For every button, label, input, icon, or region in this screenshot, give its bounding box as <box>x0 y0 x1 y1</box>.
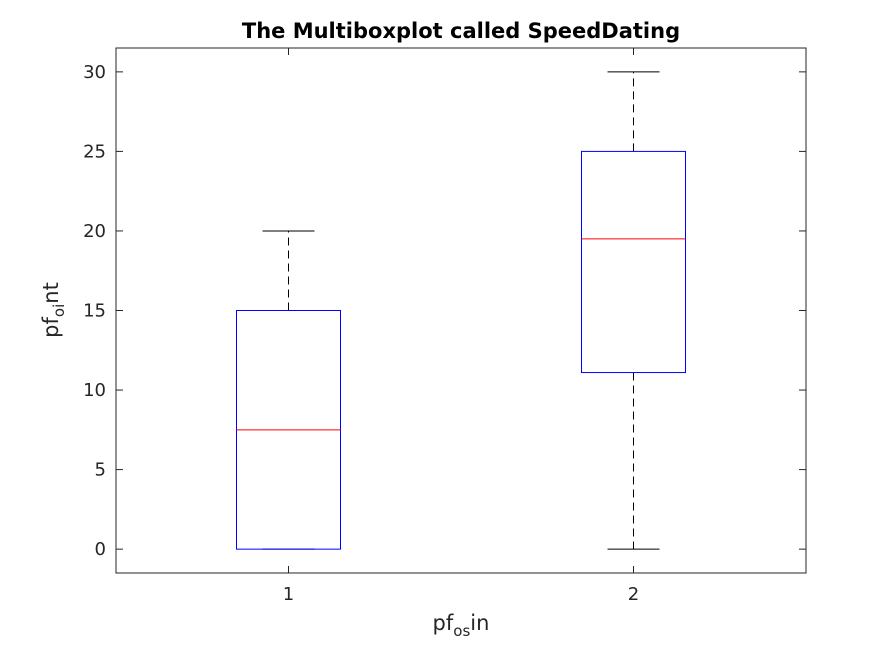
y-axis: 0 5 10 15 20 25 30 <box>83 62 806 560</box>
y-axis-label-sub: oi <box>50 304 68 317</box>
y-tick-label: 30 <box>83 62 106 83</box>
y-axis-label: pfoint <box>39 282 68 338</box>
boxes-layer <box>236 71 686 550</box>
y-tick-label: 20 <box>83 221 106 242</box>
y-tick-label: 15 <box>83 301 106 322</box>
box-iqr <box>581 150 686 374</box>
y-tick-label: 25 <box>83 141 106 162</box>
x-axis-label-rest: in <box>470 611 489 635</box>
x-axis-label-sub: os <box>453 622 470 640</box>
x-axis-label: pfosin <box>433 611 490 640</box>
plot-area <box>115 47 807 574</box>
y-axis-label-base: pf <box>39 316 63 337</box>
x-axis-label-base: pf <box>433 611 454 635</box>
y-tick-label: 10 <box>83 380 106 401</box>
chart-title: The Multiboxplot called SpeedDating <box>242 19 680 43</box>
y-tick-label: 0 <box>95 539 106 560</box>
box-group-2 <box>581 71 686 550</box>
x-tick-label: 1 <box>283 584 294 605</box>
box-group-1 <box>236 230 341 550</box>
y-tick-label: 5 <box>95 460 106 481</box>
y-axis-label-rest: nt <box>39 282 63 304</box>
x-tick-label: 2 <box>628 584 639 605</box>
